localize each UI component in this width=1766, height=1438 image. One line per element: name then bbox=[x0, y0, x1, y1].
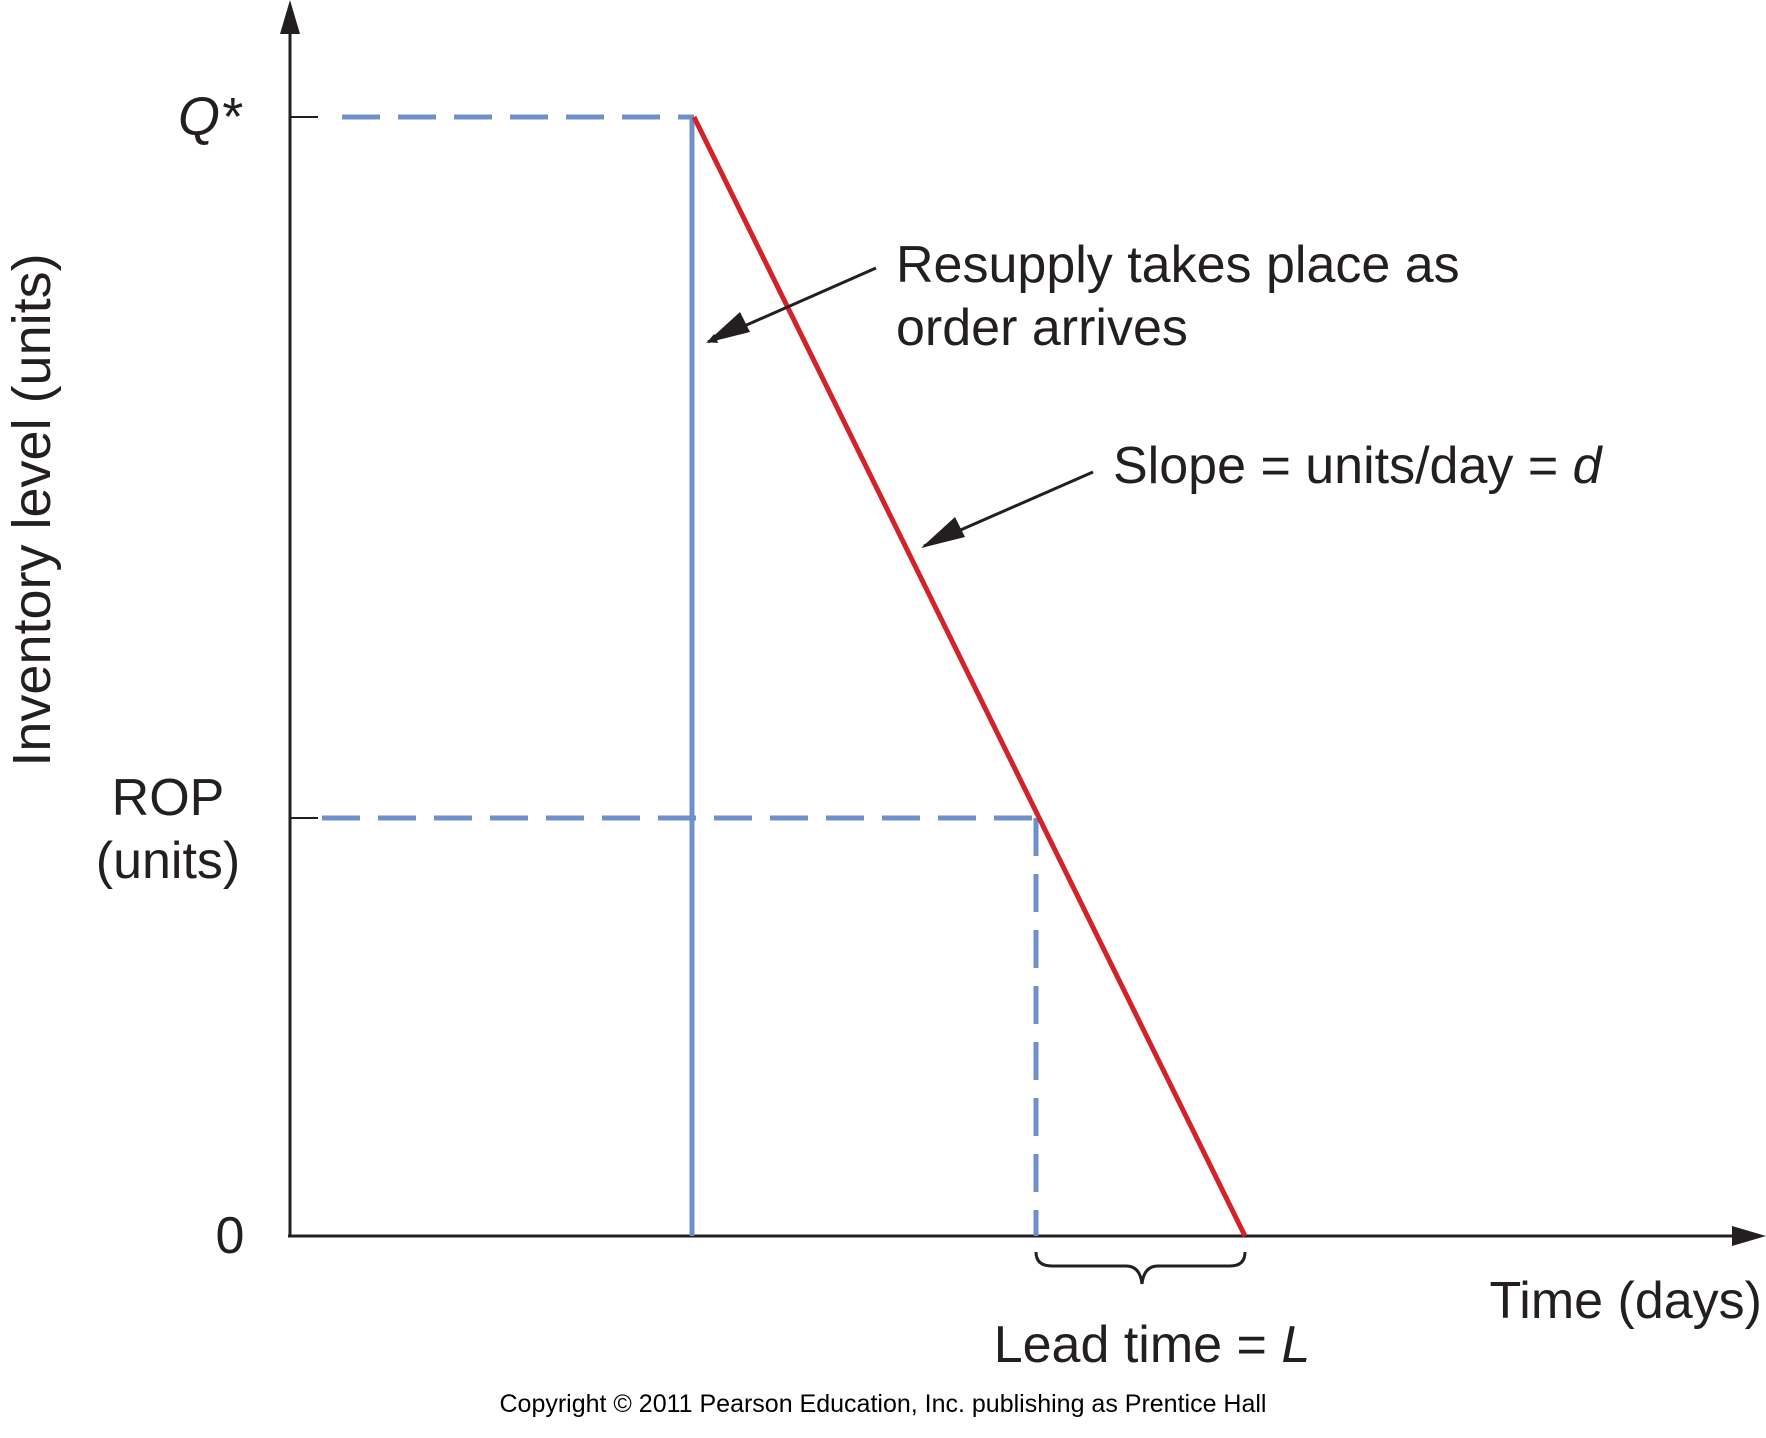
slope-annotation-variable: d bbox=[1573, 437, 1604, 495]
resupply-annotation-line1: Resupply takes place as bbox=[896, 236, 1460, 294]
lead-time-brace bbox=[1034, 1251, 1247, 1285]
lead-time-label: Lead time = L bbox=[994, 1316, 1311, 1374]
tick-label-rop: ROP bbox=[112, 769, 225, 827]
slope-arrowhead bbox=[921, 517, 965, 548]
lead-time-text: Lead time = bbox=[994, 1316, 1282, 1374]
tick-label-zero: 0 bbox=[216, 1207, 245, 1265]
y-axis-arrowhead bbox=[280, 0, 300, 34]
x-axis-arrowhead bbox=[1732, 1226, 1766, 1246]
resupply-arrowhead bbox=[706, 312, 750, 343]
slope-annotation: Slope = units/day = d bbox=[1113, 437, 1604, 495]
x-axis-label: Time (days) bbox=[1489, 1272, 1762, 1330]
tick-label-rop-units: (units) bbox=[96, 832, 240, 890]
tick-label-q-star: Q* bbox=[178, 87, 243, 147]
copyright-footer: Copyright © 2011 Pearson Education, Inc.… bbox=[499, 1390, 1267, 1418]
resupply-annotation-line2: order arrives bbox=[896, 299, 1188, 357]
inventory-depletion-line bbox=[691, 115, 1248, 1238]
lead-time-variable: L bbox=[1281, 1316, 1310, 1374]
slope-annotation-text: Slope = units/day = bbox=[1113, 437, 1573, 495]
y-axis-label: Inventory level (units) bbox=[2, 253, 62, 766]
